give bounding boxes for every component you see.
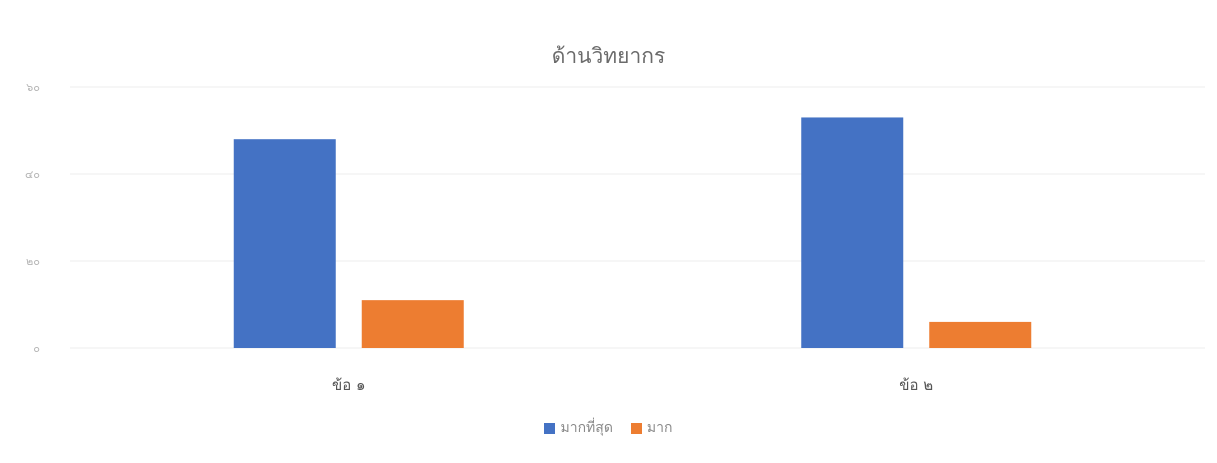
legend-item-series-0: มากที่สุด (544, 417, 613, 439)
legend-swatch-series-0 (544, 422, 556, 434)
y-tick-label: ๔๐ (25, 168, 40, 181)
legend-label-series-0: มากที่สุด (560, 420, 613, 436)
bar-series-0-cat-0 (233, 139, 336, 348)
y-tick-label: ๖๐ (26, 81, 40, 94)
legend: มากที่สุด มาก (0, 417, 1217, 439)
legend-item-series-1: มาก (630, 417, 673, 439)
y-tick-label: ๒๐ (26, 255, 40, 268)
y-tick-label: ๐ (33, 342, 40, 355)
bar-series-1-cat-1 (929, 321, 1032, 348)
bar-series-0-cat-1 (801, 117, 904, 348)
x-category-label: ข้อ ๒ (899, 376, 933, 394)
bar-series-1-cat-0 (361, 300, 464, 348)
x-category-label: ข้อ ๑ (332, 376, 366, 394)
legend-label-series-1: มาก (646, 420, 673, 436)
chart-title: ด้านวิทยากร (551, 44, 666, 68)
legend-swatch-series-1 (630, 422, 642, 434)
